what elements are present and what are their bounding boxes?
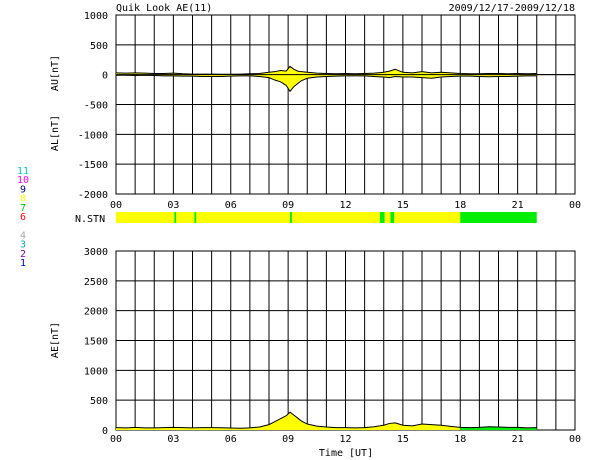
ae-y-tick-label: 2000 <box>84 307 108 318</box>
station-count-segment <box>291 212 380 223</box>
station-count-panel <box>116 212 537 223</box>
ae-y-tick-label: 0 <box>102 426 108 437</box>
station-legend-entry: 10 <box>17 175 29 186</box>
au-al-x-tick-label: 06 <box>225 200 237 211</box>
au-al-y-tick-label: 0 <box>102 71 108 82</box>
ae-x-tick-label: 09 <box>282 434 294 445</box>
au-al-x-tick-label: 21 <box>512 200 524 211</box>
ae-y-tick-label: 2500 <box>84 277 108 288</box>
ae-y-tick-label: 500 <box>90 396 108 407</box>
ae-x-tick-label: 15 <box>397 434 409 445</box>
station-legend-entry: 1 <box>20 258 26 269</box>
ae-line <box>115 411 537 429</box>
au-al-y-tick-label: 500 <box>90 41 108 52</box>
station-count-segment <box>196 212 291 223</box>
station-count-segment <box>116 212 175 223</box>
ae-y-tick-label: 1500 <box>84 337 108 348</box>
station-legend-entry: 6 <box>20 212 26 223</box>
au-al-x-tick-label: 18 <box>454 200 466 211</box>
station-count-label: N.STN <box>75 214 105 225</box>
au-al-y-tick-label: 1000 <box>84 11 108 22</box>
au-line <box>115 65 537 75</box>
au-al-y-tick-label: -500 <box>84 101 108 112</box>
ae-fill-area-yellow <box>116 412 461 430</box>
au-al-x-tick-label: 00 <box>110 200 122 211</box>
au-al-x-tick-label: 15 <box>397 200 409 211</box>
ae-x-tick-label: 12 <box>339 434 351 445</box>
station-legend-entry: 11 <box>17 166 29 177</box>
au-al-y-tick-label: -2000 <box>78 190 108 201</box>
chart-title: Quik Look AE(11) <box>116 3 212 14</box>
station-legend-entry: 4 <box>20 230 26 241</box>
station-count-segment <box>394 212 461 223</box>
au-al-x-tick-label: 12 <box>339 200 351 211</box>
date-range: 2009/12/17-2009/12/18 <box>449 3 575 14</box>
station-legend-entry: 7 <box>20 203 26 214</box>
au-axis-label: AU[nT] <box>50 55 61 91</box>
station-legend-entry: 5 <box>20 221 26 232</box>
station-count-segment <box>384 212 391 223</box>
station-count-segment <box>390 212 395 223</box>
station-legend-entry: 8 <box>20 194 26 205</box>
ae-axis-label: AE[nT] <box>50 322 61 358</box>
station-count-segment <box>194 212 197 223</box>
al-axis-label: AL[nT] <box>50 115 61 151</box>
au-al-x-tick-label: 00 <box>569 200 581 211</box>
station-legend-entry: 9 <box>20 184 26 195</box>
au-al-frame <box>115 14 576 195</box>
station-count-segment <box>290 212 292 223</box>
station-count-segment <box>174 212 177 223</box>
x-axis-label: Time [UT] <box>319 448 373 459</box>
au-al-y-tick-label: -1000 <box>78 130 108 141</box>
station-count-segment <box>460 212 537 223</box>
au-al-x-tick-label: 03 <box>167 200 179 211</box>
au-al-y-tick-label: -1500 <box>78 160 108 171</box>
ae-x-tick-label: 21 <box>512 434 524 445</box>
au-al-x-tick-label: 09 <box>282 200 294 211</box>
station-count-segment <box>379 212 385 223</box>
ae-x-tick-label: 06 <box>225 434 237 445</box>
station-legend-entry: 3 <box>20 240 26 251</box>
ae-y-tick-label: 1000 <box>84 366 108 377</box>
ae-x-tick-label: 00 <box>569 434 581 445</box>
ae-y-tick-label: 3000 <box>84 247 108 258</box>
al-line <box>116 74 537 93</box>
station-legend-entry: 2 <box>20 249 26 260</box>
station-count-segment <box>176 212 195 223</box>
ae-x-tick-label: 18 <box>454 434 466 445</box>
ae-x-tick-label: 03 <box>167 434 179 445</box>
ae-x-tick-label: 00 <box>110 434 122 445</box>
